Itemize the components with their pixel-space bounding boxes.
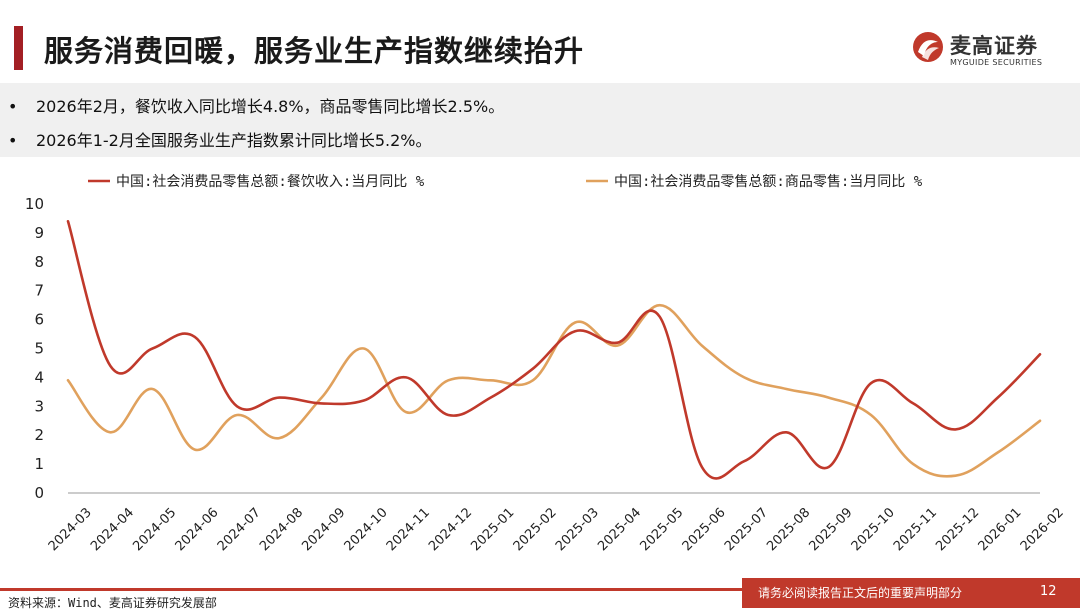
legend-label: 中国:社会消费品零售总额:餐饮收入:当月同比 %	[116, 174, 425, 190]
series-line-catering	[66, 220, 1042, 480]
bullet-text: 2026年1-2月全国服务业生产指数累计同比增长5.2%。	[36, 131, 432, 150]
x-tick-label: 2025-11	[891, 505, 940, 554]
data-source: 资料来源：Wind、麦高证券研究发展部	[8, 596, 217, 610]
y-tick-label: 2	[34, 426, 44, 444]
series-line-goods	[66, 303, 1042, 478]
disclaimer-text: 请务必阅读报告正文后的重要声明部分	[758, 586, 963, 600]
x-tick-label: 2026-02	[1018, 505, 1067, 554]
page-number: 12	[1040, 584, 1057, 599]
bullet-dot: •	[8, 131, 18, 150]
y-tick-label: 3	[34, 397, 44, 415]
logo-text-cn: 麦高证券	[950, 34, 1038, 58]
line-chart: 0 1 2 3 4 5 6 7 8 9 10 2024-032024-042024-052024-06…	[25, 174, 1067, 554]
y-tick-label: 10	[25, 195, 44, 213]
y-tick-label: 5	[34, 340, 44, 358]
x-tick-label: 2024-08	[257, 505, 306, 554]
x-tick-label: 2025-03	[553, 505, 602, 554]
x-tick-label: 2024-07	[215, 505, 264, 554]
x-tick-label: 2024-10	[342, 505, 391, 554]
x-tick-label: 2025-12	[933, 505, 982, 554]
x-tick-label: 2024-12	[426, 505, 475, 554]
x-tick-label: 2025-09	[807, 505, 856, 554]
summary-bullets: • 2026年2月，餐饮收入同比增长4.8%，商品零售同比增长2.5%。 • 202…	[0, 83, 1080, 157]
page-title: 服务消费回暖，服务业生产指数继续抬升	[44, 34, 585, 68]
y-tick-label: 0	[34, 484, 44, 502]
x-tick-label: 2025-08	[764, 505, 813, 554]
x-tick-label: 2025-10	[849, 505, 898, 554]
x-tick-label: 2024-09	[299, 505, 348, 554]
company-logo: 麦高证券 MYGUIDE SECURITIES	[912, 28, 1052, 72]
x-tick-label: 2025-04	[595, 505, 644, 554]
bullet-item: • 2026年1-2月全国服务业生产指数累计同比增长5.2%。	[8, 127, 432, 151]
x-tick-label: 2025-01	[468, 505, 517, 554]
title-accent-bar	[14, 26, 23, 70]
legend-label: 中国:社会消费品零售总额:商品零售:当月同比 %	[614, 174, 923, 190]
y-tick-label: 4	[34, 368, 44, 386]
bullet-item: • 2026年2月，餐饮收入同比增长4.8%，商品零售同比增长2.5%。	[8, 93, 504, 117]
x-tick-label: 2024-06	[173, 505, 222, 554]
x-tick-label: 2024-04	[88, 505, 137, 554]
logo-text-en: MYGUIDE SECURITIES	[950, 58, 1043, 67]
x-tick-label: 2025-02	[511, 505, 560, 554]
y-tick-label: 7	[34, 282, 44, 300]
x-tick-label: 2025-05	[637, 505, 686, 554]
bullet-text: 2026年2月，餐饮收入同比增长4.8%，商品零售同比增长2.5%。	[36, 97, 505, 116]
x-tick-label: 2024-05	[130, 505, 179, 554]
y-tick-label: 8	[34, 253, 44, 271]
bullet-dot: •	[8, 97, 18, 116]
x-tick-label: 2024-11	[384, 505, 433, 554]
x-tick-label: 2026-01	[976, 505, 1025, 554]
y-tick-label: 9	[34, 224, 44, 242]
disclaimer-banner	[742, 578, 1080, 608]
logo-mark-icon	[913, 32, 943, 62]
footer-divider	[0, 588, 1080, 591]
x-tick-label: 2025-06	[680, 505, 729, 554]
y-tick-label: 1	[34, 455, 44, 473]
x-tick-label: 2025-07	[722, 505, 771, 554]
y-tick-label: 6	[34, 311, 44, 329]
x-tick-label: 2024-03	[46, 505, 95, 554]
